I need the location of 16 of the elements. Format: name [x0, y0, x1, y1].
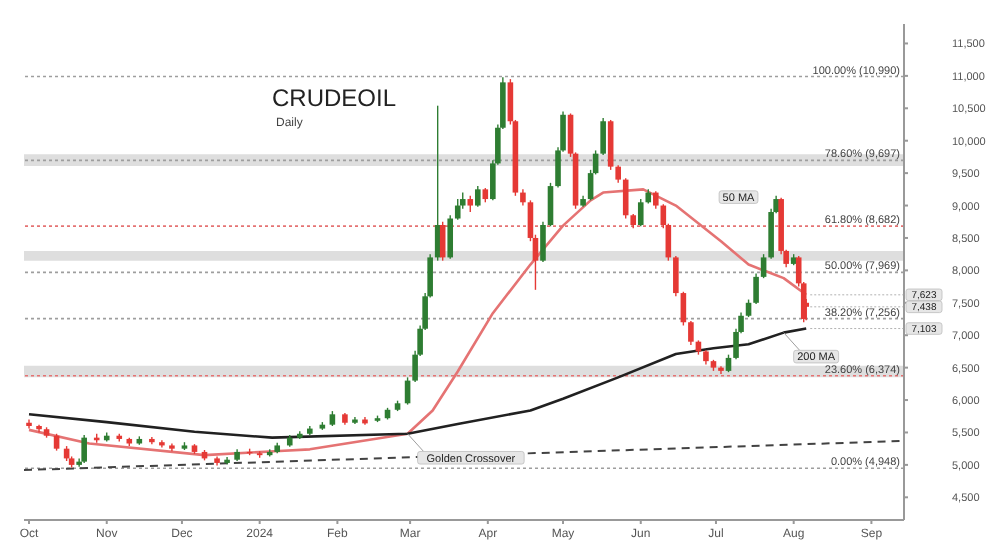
candlestick — [760, 253, 767, 279]
candlestick — [81, 434, 87, 464]
candlestick — [607, 119, 614, 171]
candlestick — [753, 272, 759, 305]
candlestick — [673, 255, 679, 298]
candlestick — [718, 365, 724, 375]
candlestick — [637, 198, 644, 227]
candlestick — [540, 221, 546, 263]
candlestick — [447, 214, 454, 260]
candlestick — [688, 320, 694, 346]
text: CRUDEOIL — [272, 84, 397, 112]
candlestick — [26, 418, 32, 430]
candlestick — [622, 177, 629, 220]
candlestick — [600, 117, 606, 156]
candlestick — [474, 185, 481, 208]
candlestick — [454, 198, 461, 221]
